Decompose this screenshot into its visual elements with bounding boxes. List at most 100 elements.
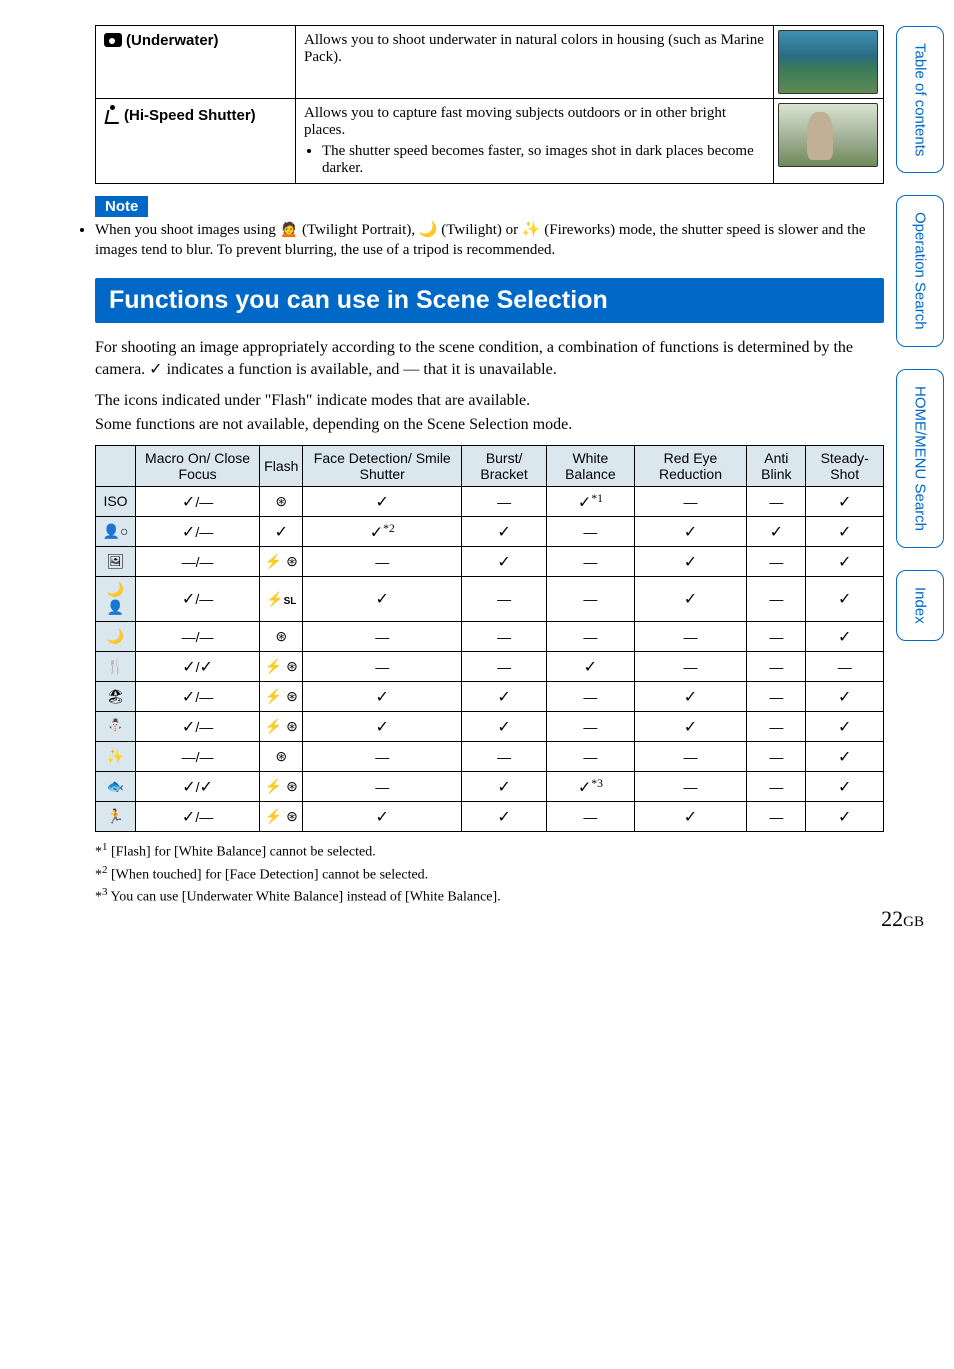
table-cell: — [462, 742, 547, 772]
table-cell: ✓/✓ [136, 772, 260, 802]
table-cell: — [634, 622, 747, 652]
table-cell: — [547, 517, 635, 547]
table-cell: — [634, 742, 747, 772]
table-cell: ✓ [634, 802, 747, 832]
table-header-row: Macro On/ Close FocusFlashFace Detection… [96, 446, 884, 487]
section-title: Functions you can use in Scene Selection [95, 278, 884, 323]
table-row: 🏖✓/—⚡ ⊛✓✓—✓—✓ [96, 682, 884, 712]
table-cell: —/— [136, 742, 260, 772]
table-cell: — [303, 622, 462, 652]
table-cell: ✓ [806, 577, 884, 622]
table-cell: ⚡ ⊛ [260, 712, 303, 742]
table-cell: ✓/— [136, 487, 260, 517]
table-cell: ⚡ ⊛ [260, 682, 303, 712]
table-row: ⛄✓/—⚡ ⊛✓✓—✓—✓ [96, 712, 884, 742]
tab-contents[interactable]: Table of contents [896, 26, 944, 173]
table-cell: ⚡ ⊛ [260, 652, 303, 682]
tab-operation-search[interactable]: Operation Search [896, 195, 944, 347]
table-cell: — [747, 682, 806, 712]
table-row: 🌙—/—⊛—————✓ [96, 622, 884, 652]
underwater-thumb [778, 30, 878, 94]
mode-desc-cell: Allows you to capture fast moving subjec… [296, 99, 774, 184]
table-cell: ✓ [634, 682, 747, 712]
row-icon-cell: ISO [96, 487, 136, 517]
table-cell: — [747, 487, 806, 517]
tab-index[interactable]: Index [896, 570, 944, 641]
table-cell: — [462, 487, 547, 517]
table-cell: ✓/— [136, 802, 260, 832]
mode-description-table: (Underwater) Allows you to shoot underwa… [95, 25, 884, 184]
table-cell: — [547, 577, 635, 622]
table-cell: ⊛ [260, 487, 303, 517]
table-row: (Hi-Speed Shutter) Allows you to capture… [96, 99, 884, 184]
table-cell: ✓ [634, 517, 747, 547]
row-icon-cell: 🏖 [96, 682, 136, 712]
table-cell: — [462, 577, 547, 622]
table-cell: ✓ [547, 652, 635, 682]
mode-desc: Allows you to capture fast moving subjec… [304, 105, 726, 138]
table-cell: — [547, 802, 635, 832]
footnote-3: *3 You can use [Underwater White Balance… [95, 885, 884, 908]
table-cell: ✓ [806, 487, 884, 517]
table-cell: ✓/— [136, 712, 260, 742]
table-header-cell: Macro On/ Close Focus [136, 446, 260, 487]
row-icon-cell: ✨ [96, 742, 136, 772]
row-icon-cell: 🖼 [96, 547, 136, 577]
table-header-cell: Anti Blink [747, 446, 806, 487]
table-cell: — [634, 772, 747, 802]
table-row: 🏃✓/—⚡ ⊛✓✓—✓—✓ [96, 802, 884, 832]
table-cell: ✓/— [136, 682, 260, 712]
table-cell: ✓ [303, 802, 462, 832]
table-cell: ⚡SL [260, 577, 303, 622]
table-cell: ✓ [806, 547, 884, 577]
mode-desc: Allows you to shoot underwater in natura… [304, 32, 764, 65]
row-icon-cell: 🌙👤 [96, 577, 136, 622]
table-cell: ✓ [634, 547, 747, 577]
table-cell: ⚡ ⊛ [260, 772, 303, 802]
table-cell: ✓ [462, 682, 547, 712]
table-header-cell: Flash [260, 446, 303, 487]
fish-icon [104, 33, 122, 47]
runner-icon [104, 105, 120, 123]
table-header-cell: Burst/ Bracket [462, 446, 547, 487]
table-cell: ✓ [806, 622, 884, 652]
table-cell: ⊛ [260, 622, 303, 652]
table-cell: —/— [136, 547, 260, 577]
table-row: (Underwater) Allows you to shoot underwa… [96, 26, 884, 99]
table-cell: ✓ [303, 487, 462, 517]
table-cell: ✓*1 [547, 487, 635, 517]
table-cell: — [747, 577, 806, 622]
footnote-2: *2 [When touched] for [Face Detection] c… [95, 863, 884, 886]
table-cell: — [747, 622, 806, 652]
table-cell: — [747, 652, 806, 682]
table-cell: — [747, 712, 806, 742]
table-cell: — [547, 742, 635, 772]
table-cell: ✓/— [136, 517, 260, 547]
table-row: ✨—/—⊛—————✓ [96, 742, 884, 772]
table-cell: ✓ [806, 712, 884, 742]
table-cell: — [747, 547, 806, 577]
table-cell: — [747, 772, 806, 802]
table-cell: —/— [136, 622, 260, 652]
side-tabs: Table of contents Operation Search HOME/… [896, 26, 946, 641]
table-cell: ✓ [462, 802, 547, 832]
table-row: 🍴✓/✓⚡ ⊛——✓——— [96, 652, 884, 682]
tab-home-menu-search[interactable]: HOME/MENU Search [896, 369, 944, 548]
table-cell: — [303, 772, 462, 802]
table-cell: ✓*2 [303, 517, 462, 547]
table-cell: ✓ [806, 802, 884, 832]
table-cell: — [747, 742, 806, 772]
table-cell: ✓ [260, 517, 303, 547]
table-cell: ✓/✓ [136, 652, 260, 682]
table-cell: ⚡ ⊛ [260, 802, 303, 832]
footnotes: *1 [Flash] for [White Balance] cannot be… [95, 840, 884, 908]
table-cell: — [547, 622, 635, 652]
mode-label-cell: (Hi-Speed Shutter) [96, 99, 296, 184]
table-cell: — [547, 712, 635, 742]
mode-label: (Hi-Speed Shutter) [124, 107, 256, 124]
table-cell: ✓ [303, 682, 462, 712]
table-cell: ✓/— [136, 577, 260, 622]
sport-thumb [778, 103, 878, 167]
note-label: Note [95, 196, 148, 217]
table-cell: — [303, 547, 462, 577]
